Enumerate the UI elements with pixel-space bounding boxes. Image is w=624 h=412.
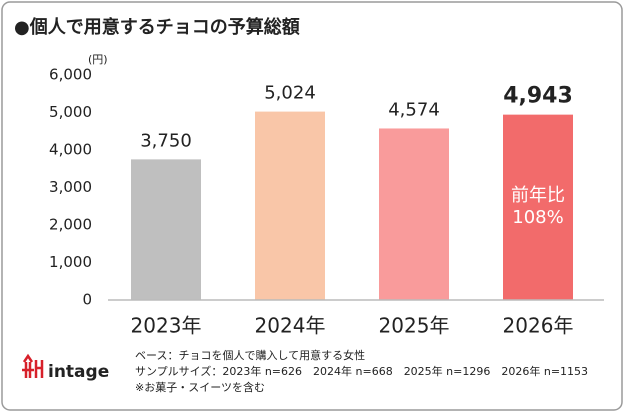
x-tick-label: 2026年 [503, 314, 574, 338]
footnote: ※お菓子・スイーツを含む [135, 380, 265, 394]
value-label: 4,943 [503, 84, 573, 109]
y-tick-label: 2,000 [49, 216, 92, 234]
value-label: 4,574 [388, 99, 440, 120]
footnote: サンプルサイズ：2023年 n=626 2024年 n=668 2025年 n=… [135, 364, 588, 378]
y-tick-label: 6,000 [49, 66, 92, 84]
logo-icon [22, 353, 44, 378]
y-tick-label: 0 [82, 291, 92, 309]
x-tick-label: 2023年 [131, 314, 202, 338]
annotation: 前年比 [511, 185, 565, 206]
bar [255, 111, 325, 300]
y-unit: (円) [88, 53, 108, 66]
value-label: 5,024 [264, 83, 316, 104]
logo: intage [22, 353, 109, 382]
y-tick-label: 4,000 [49, 141, 92, 159]
chart-title: ●個人で用意するチョコの予算総額 [14, 16, 300, 38]
y-tick-label: 5,000 [49, 103, 92, 121]
footnote: ベース：チョコを個人で購入して用意する女性 [135, 348, 365, 362]
bar [131, 159, 201, 300]
bar [379, 128, 449, 300]
logo-text: intage [48, 362, 109, 382]
x-tick-label: 2024年 [255, 314, 326, 338]
value-label: 3,750 [140, 130, 192, 151]
x-tick-label: 2025年 [379, 314, 450, 338]
annotation: 108% [512, 207, 563, 228]
y-tick-label: 1,000 [49, 253, 92, 271]
bar [503, 114, 573, 300]
y-tick-label: 3,000 [49, 178, 92, 196]
